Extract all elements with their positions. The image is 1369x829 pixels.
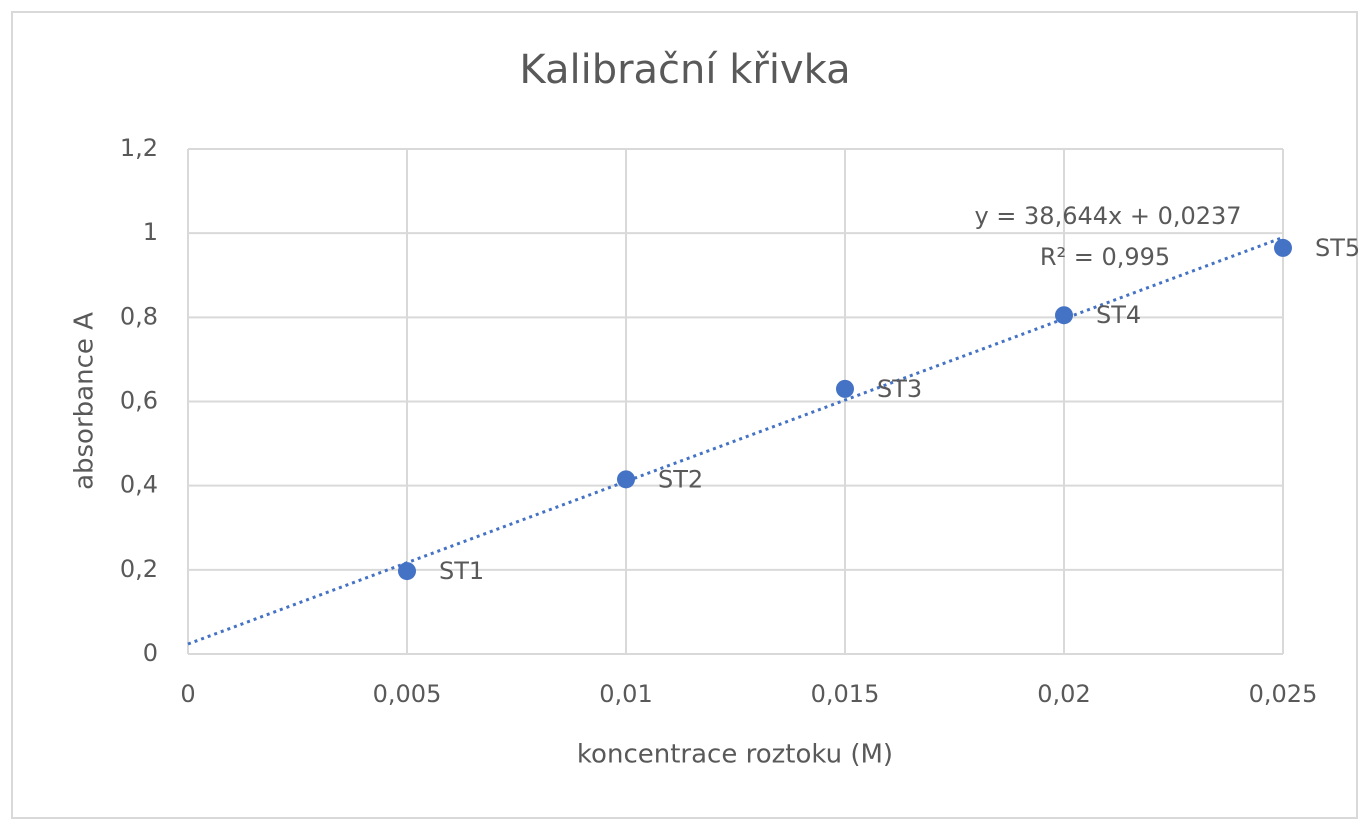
point-label: ST3 (877, 375, 922, 403)
data-point (617, 470, 635, 489)
y-tick-label: 0 (143, 639, 158, 667)
point-label: ST2 (658, 465, 703, 493)
chart-border (11, 11, 1358, 819)
trendline (187, 236, 1284, 646)
x-tick-label: 0,025 (1249, 680, 1318, 708)
y-tick-label: 0,4 (120, 471, 158, 499)
data-point (836, 379, 854, 398)
trendline-equation: y = 38,644x + 0,0237 (974, 202, 1241, 230)
data-point (1274, 238, 1292, 257)
data-point (398, 562, 416, 581)
y-tick-label: 0,8 (120, 302, 158, 330)
x-tick-label: 0,005 (373, 680, 442, 708)
x-tick-label: 0 (180, 680, 195, 708)
point-label: ST1 (439, 557, 484, 585)
x-tick-label: 0,02 (1037, 680, 1090, 708)
y-axis-title: absorbance A (70, 312, 100, 490)
chart-title: Kalibrační křivka (519, 47, 850, 93)
y-tick-label: 0,2 (120, 555, 158, 583)
point-label: ST4 (1096, 301, 1141, 329)
y-tick-label: 1,2 (120, 134, 158, 162)
point-label: ST5 (1315, 234, 1360, 262)
data-point (1055, 306, 1073, 325)
x-tick-label: 0,01 (599, 680, 652, 708)
x-axis-title: koncentrace roztoku (M) (577, 740, 893, 770)
y-tick-label: 1 (143, 218, 158, 246)
y-tick-label: 0,6 (120, 387, 158, 415)
trendline-r2: R² = 0,995 (1040, 243, 1170, 271)
x-tick-label: 0,015 (811, 680, 880, 708)
